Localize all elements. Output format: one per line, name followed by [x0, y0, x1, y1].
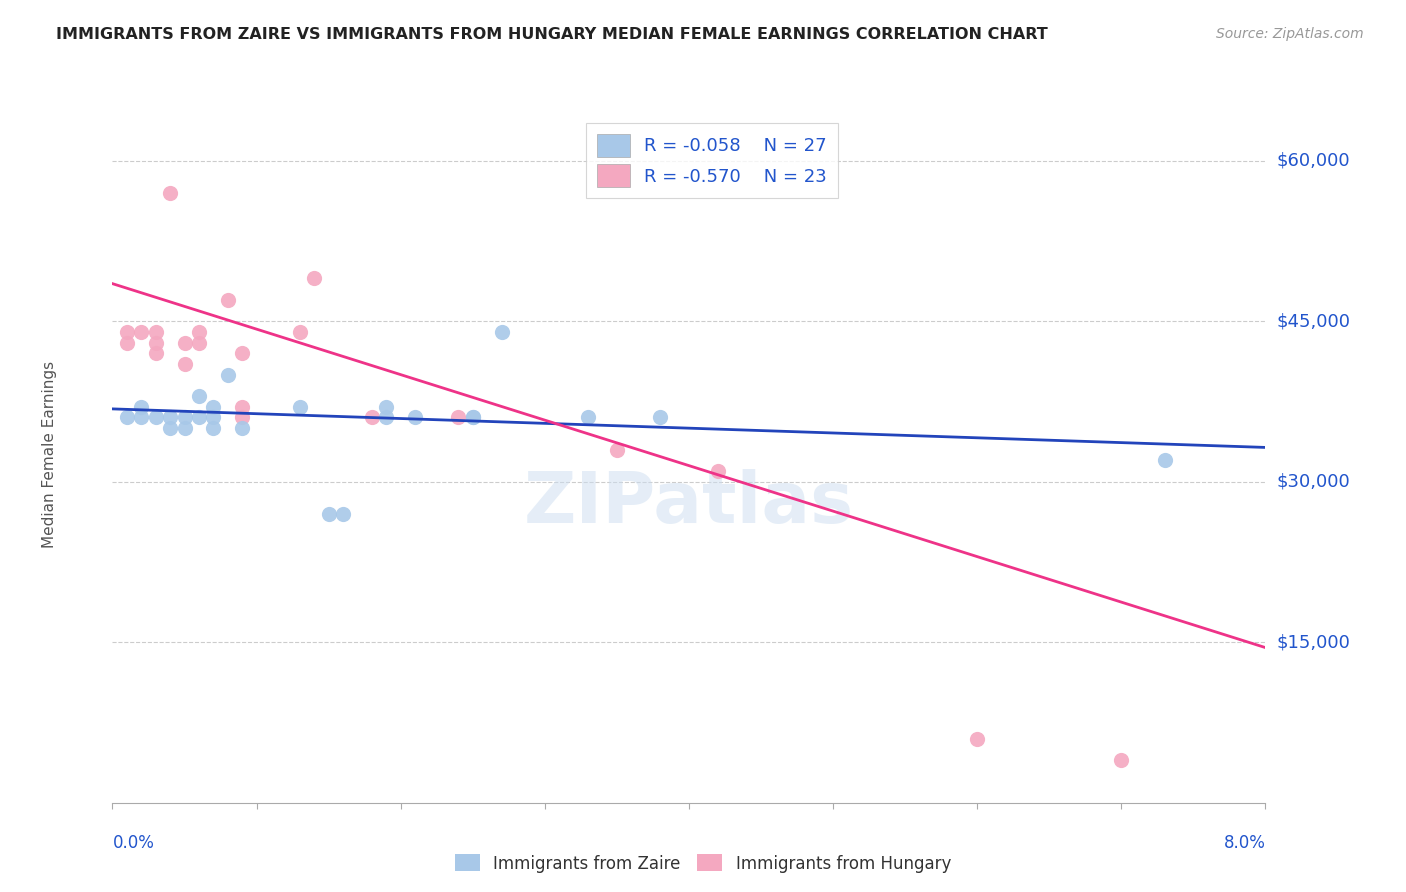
Point — [606, 442, 628, 457]
Text: $60,000: $60,000 — [1277, 152, 1351, 169]
Point — [231, 346, 253, 360]
Point — [217, 368, 239, 382]
Point — [188, 410, 211, 425]
Point — [115, 325, 138, 339]
Point — [115, 335, 138, 350]
Point — [447, 410, 470, 425]
Text: IMMIGRANTS FROM ZAIRE VS IMMIGRANTS FROM HUNGARY MEDIAN FEMALE EARNINGS CORRELAT: IMMIGRANTS FROM ZAIRE VS IMMIGRANTS FROM… — [56, 27, 1047, 42]
Point — [375, 410, 398, 425]
Point — [129, 325, 153, 339]
Legend: R = -0.058    N = 27, R = -0.570    N = 23: R = -0.058 N = 27, R = -0.570 N = 23 — [586, 123, 838, 198]
Point — [332, 507, 354, 521]
Point — [115, 410, 138, 425]
Text: $15,000: $15,000 — [1277, 633, 1351, 651]
Point — [375, 400, 398, 414]
Point — [188, 389, 211, 403]
Point — [231, 400, 253, 414]
Point — [491, 325, 513, 339]
Point — [159, 421, 181, 435]
Point — [360, 410, 382, 425]
Point — [231, 421, 253, 435]
Point — [966, 731, 988, 746]
Point — [129, 410, 153, 425]
Point — [576, 410, 599, 425]
Text: 8.0%: 8.0% — [1223, 834, 1265, 852]
Point — [145, 410, 167, 425]
Point — [461, 410, 484, 425]
Point — [231, 410, 253, 425]
Point — [217, 293, 239, 307]
Point — [159, 186, 181, 200]
Point — [159, 410, 181, 425]
Point — [707, 464, 730, 478]
Point — [129, 400, 153, 414]
Point — [461, 410, 484, 425]
Point — [188, 325, 211, 339]
Point — [202, 400, 225, 414]
Point — [288, 325, 311, 339]
Point — [1111, 753, 1133, 767]
Point — [202, 410, 225, 425]
Point — [188, 335, 211, 350]
Point — [202, 421, 225, 435]
Point — [173, 335, 195, 350]
Point — [173, 421, 195, 435]
Point — [304, 271, 326, 285]
Legend: Immigrants from Zaire, Immigrants from Hungary: Immigrants from Zaire, Immigrants from H… — [449, 847, 957, 880]
Point — [145, 346, 167, 360]
Point — [318, 507, 340, 521]
Text: Source: ZipAtlas.com: Source: ZipAtlas.com — [1216, 27, 1364, 41]
Text: 0.0%: 0.0% — [112, 834, 155, 852]
Point — [173, 410, 195, 425]
Text: ZIPatlas: ZIPatlas — [524, 469, 853, 538]
Point — [1153, 453, 1175, 467]
Text: $45,000: $45,000 — [1277, 312, 1351, 330]
Point — [404, 410, 426, 425]
Point — [648, 410, 672, 425]
Point — [145, 335, 167, 350]
Point — [173, 357, 195, 371]
Point — [145, 325, 167, 339]
Point — [288, 400, 311, 414]
Text: $30,000: $30,000 — [1277, 473, 1351, 491]
Text: Median Female Earnings: Median Female Earnings — [42, 361, 56, 549]
